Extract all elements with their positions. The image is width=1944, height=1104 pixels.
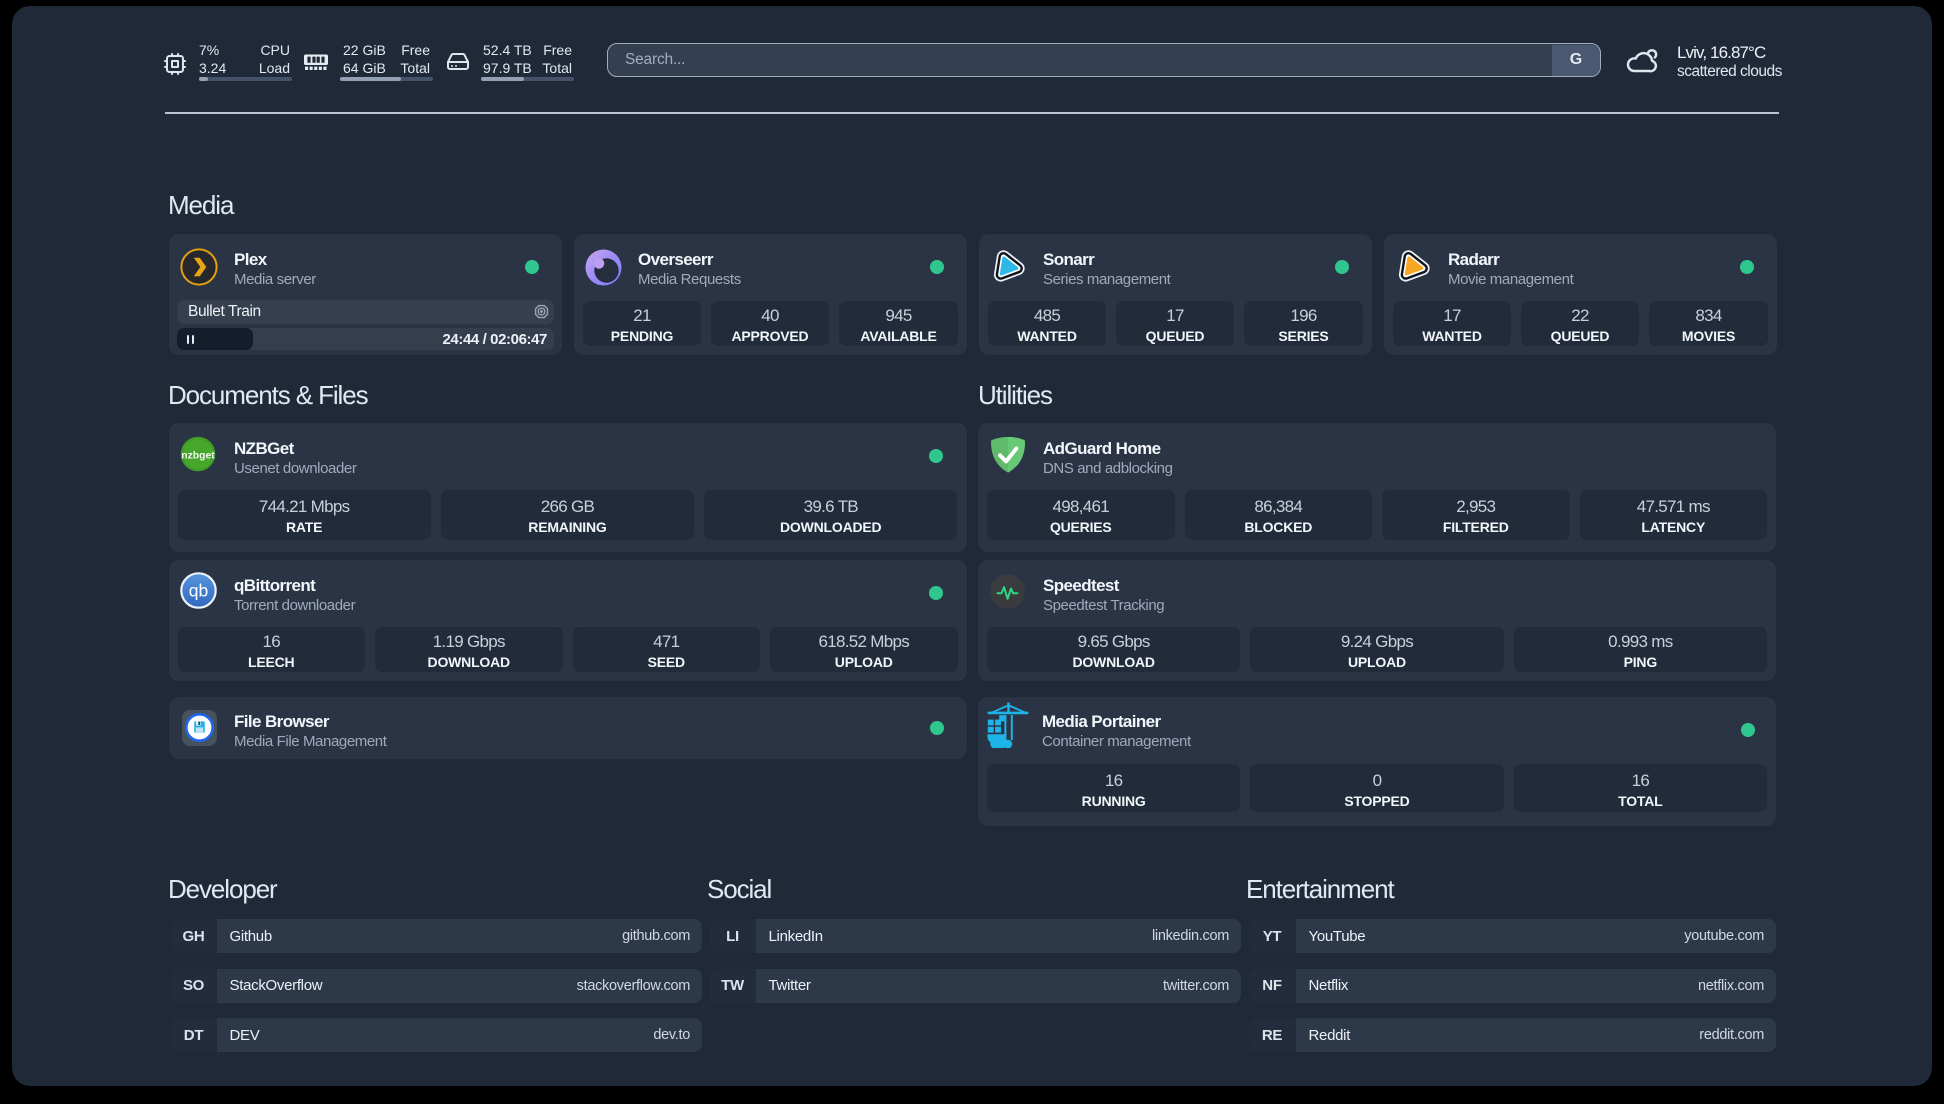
svg-text:qb: qb xyxy=(189,581,208,601)
svg-text:nzbget: nzbget xyxy=(181,450,215,461)
